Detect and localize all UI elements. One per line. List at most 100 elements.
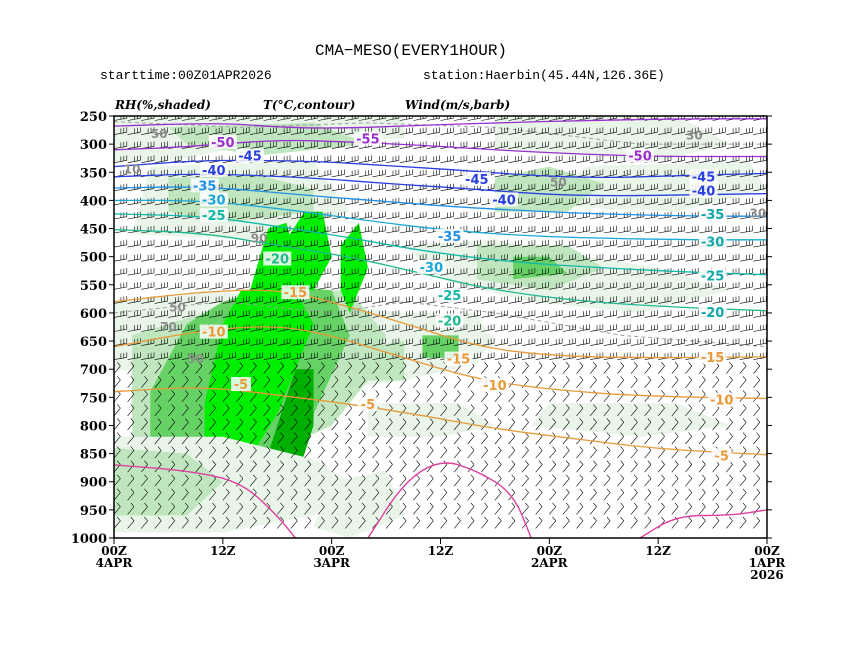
wind-barb [304, 197, 318, 206]
wind-barb [195, 296, 209, 304]
wind-barb [317, 488, 325, 501]
wind-barb [236, 474, 244, 487]
wind-barb [290, 390, 298, 402]
rh-contour-label: 50 [169, 300, 186, 314]
wind-barb [331, 502, 339, 515]
wind-barb [154, 432, 162, 445]
wind-barb [114, 502, 121, 515]
wind-barb [181, 239, 196, 248]
wind-barb [141, 183, 155, 192]
wind-barb [399, 446, 407, 459]
wind-barb [222, 446, 230, 459]
temperature-contour-label: -50 [211, 136, 235, 151]
wind-barb [739, 253, 753, 262]
contour-label-background [711, 448, 732, 463]
wind-barb [657, 488, 665, 501]
wind-barb [114, 127, 128, 135]
time-tick-label: 1APR [749, 556, 787, 570]
wind-barb [127, 488, 135, 501]
wind-barb [290, 376, 298, 388]
wind-barb [494, 404, 502, 417]
plot-area: -55-50-50-45-45 -45-40-40-40-35-35-35-30-… [114, 116, 767, 538]
wind-barb [481, 502, 488, 515]
wind-barb [549, 282, 563, 290]
wind-barb [549, 141, 563, 149]
wind-barb [467, 296, 481, 304]
wind-barb [114, 268, 128, 276]
wind-barb [712, 183, 726, 192]
wind-barb [766, 232, 767, 233]
wind-barb [453, 446, 461, 459]
wind-barb [249, 211, 264, 220]
wind-barb [440, 211, 454, 220]
wind-barb [562, 253, 576, 262]
rh-shaded-region [114, 448, 223, 516]
wind-barb [698, 404, 706, 417]
contour-label-background [435, 313, 464, 328]
wind-barb [263, 474, 271, 487]
wind-barb [712, 296, 726, 304]
wind-barb [494, 116, 508, 121]
wind-barb [154, 418, 162, 431]
wind-barb [154, 310, 168, 318]
wind-barb [127, 310, 141, 318]
contour-label-background [353, 131, 382, 146]
wind-barb [127, 376, 135, 388]
wind-barb [630, 225, 645, 234]
wind-barb [263, 183, 277, 192]
wind-barb [399, 116, 413, 121]
wind-barb [753, 324, 767, 332]
wind-barb [440, 502, 448, 515]
wind-barb [114, 446, 121, 459]
wind-barb [671, 376, 679, 388]
wind-barb [535, 282, 549, 290]
wind-barb [630, 239, 645, 248]
wind-barb [195, 362, 203, 374]
wind-barb [168, 296, 182, 304]
temperature-contour [114, 387, 767, 456]
wind-barb [481, 310, 495, 318]
wind-barb [725, 418, 733, 431]
contour-label-background [490, 192, 518, 207]
wind-barb [195, 474, 203, 487]
wind-barb [440, 141, 454, 149]
wind-barb [181, 211, 196, 220]
wind-barb [685, 127, 699, 135]
wind-barb [603, 376, 611, 388]
wind-barb [481, 296, 495, 304]
wind-barb [277, 197, 291, 206]
contour-label-background [199, 163, 228, 178]
wind-barb [671, 460, 679, 473]
wind-barb [766, 274, 767, 276]
wind-barb [753, 296, 767, 304]
wind-barb [208, 502, 216, 515]
wind-barb [154, 516, 162, 529]
wind-barb [399, 488, 407, 501]
wind-barb [222, 352, 236, 360]
wind-barb [453, 418, 461, 431]
wind-barb [249, 352, 264, 360]
wind-barb [385, 488, 393, 501]
wind-barb [277, 502, 284, 515]
wind-barb [535, 239, 549, 248]
wind-barb [345, 169, 359, 178]
wind-barb [249, 404, 257, 417]
time-tick-label: 12Z [210, 544, 236, 558]
wind-barb [440, 268, 454, 276]
wind-barb [168, 169, 182, 178]
wind-barb [671, 127, 685, 135]
wind-barb [603, 296, 617, 304]
wind-barb [658, 239, 672, 248]
wind-barb [236, 516, 244, 529]
station-label: station:Haerbin(45.44N,126.36E) [423, 68, 665, 83]
contour-label-background [357, 397, 378, 412]
temperature-contour-label: -55 [356, 133, 380, 148]
temperature-contour [114, 289, 767, 359]
wind-barb [249, 516, 257, 529]
wind-barb [345, 338, 359, 346]
time-tick-label: 2APR [531, 556, 569, 570]
wind-barb [114, 376, 121, 388]
wind-barb [454, 268, 468, 276]
wind-barb [685, 376, 693, 388]
contour-label-background [444, 351, 473, 366]
